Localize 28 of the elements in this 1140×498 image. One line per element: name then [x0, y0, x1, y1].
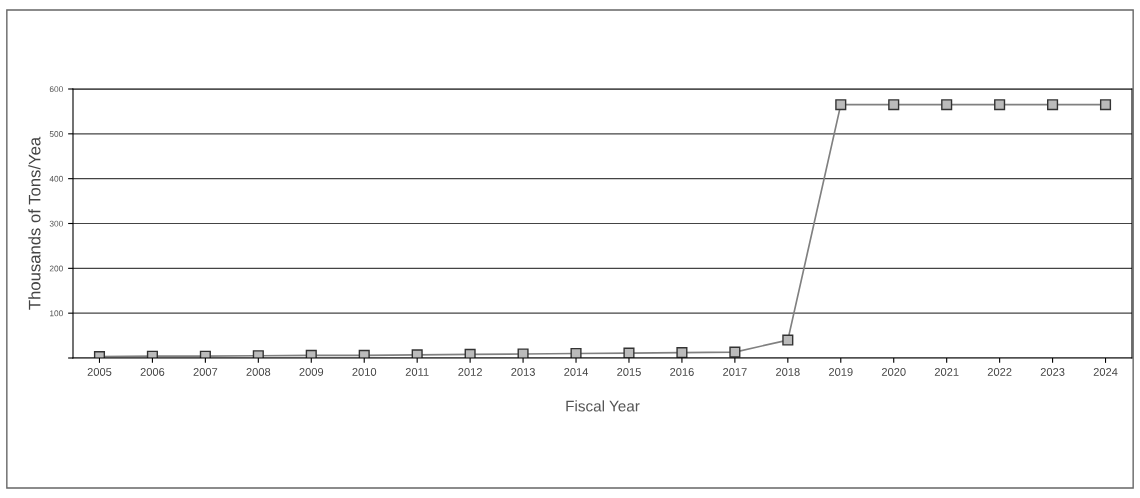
x-tick-label: 2017 [723, 368, 747, 376]
x-tick-label: 2012 [458, 368, 482, 376]
x-tick-label: 2019 [828, 368, 853, 376]
x-tick-label: 2021 [934, 368, 959, 376]
x-tick-label: 2015 [617, 368, 641, 376]
x-axis-title: Fiscal Year [566, 400, 640, 412]
y-tick-label: 400 [49, 175, 63, 182]
y-tick-label: 500 [49, 131, 63, 137]
y-tick-label: 300 [49, 220, 63, 227]
x-tick-label: 2022 [987, 368, 1012, 376]
x-tick-label: 2014 [564, 368, 589, 376]
x-tick-label: 2006 [140, 368, 165, 376]
y-tick-label: 200 [49, 265, 63, 272]
x-tick-label: 2009 [299, 368, 324, 376]
x-tick-label: 2023 [1040, 368, 1065, 376]
y-tick-label: 100 [50, 310, 63, 317]
x-tick-label: 2020 [881, 368, 906, 376]
x-tick-label: 2011 [405, 368, 429, 376]
y-axis-title: Thousands of Tons/Yea [28, 136, 41, 310]
x-tick-label: 2024 [1093, 368, 1118, 376]
x-tick-label: 2007 [193, 368, 218, 376]
x-tick-label: 2018 [776, 368, 800, 376]
x-tick-label: 2010 [352, 368, 377, 376]
x-tick-label: 2005 [87, 368, 112, 376]
y-tick-label: 600 [49, 86, 63, 93]
x-tick-label: 2016 [670, 368, 694, 376]
x-tick-label: 2008 [246, 368, 271, 376]
x-tick-label: 2013 [511, 368, 535, 376]
